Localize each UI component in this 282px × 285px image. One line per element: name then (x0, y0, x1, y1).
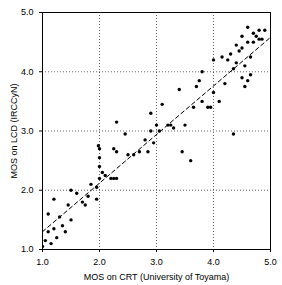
svg-text:2.0: 2.0 (93, 257, 106, 267)
svg-text:4.0: 4.0 (207, 257, 220, 267)
svg-text:2.0: 2.0 (21, 185, 34, 195)
svg-text:5.0: 5.0 (264, 257, 277, 267)
svg-text:1.0: 1.0 (36, 257, 49, 267)
svg-text:MOS on CRT (University of Toya: MOS on CRT (University of Toyama) (84, 272, 230, 282)
svg-text:MOS on LCD (IRCCyN): MOS on LCD (IRCCyN) (9, 83, 19, 178)
svg-text:4.0: 4.0 (21, 67, 34, 77)
svg-text:3.0: 3.0 (150, 257, 163, 267)
svg-text:3.0: 3.0 (21, 126, 34, 136)
svg-text:5.0: 5.0 (21, 7, 34, 17)
svg-text:1.0: 1.0 (21, 244, 34, 254)
